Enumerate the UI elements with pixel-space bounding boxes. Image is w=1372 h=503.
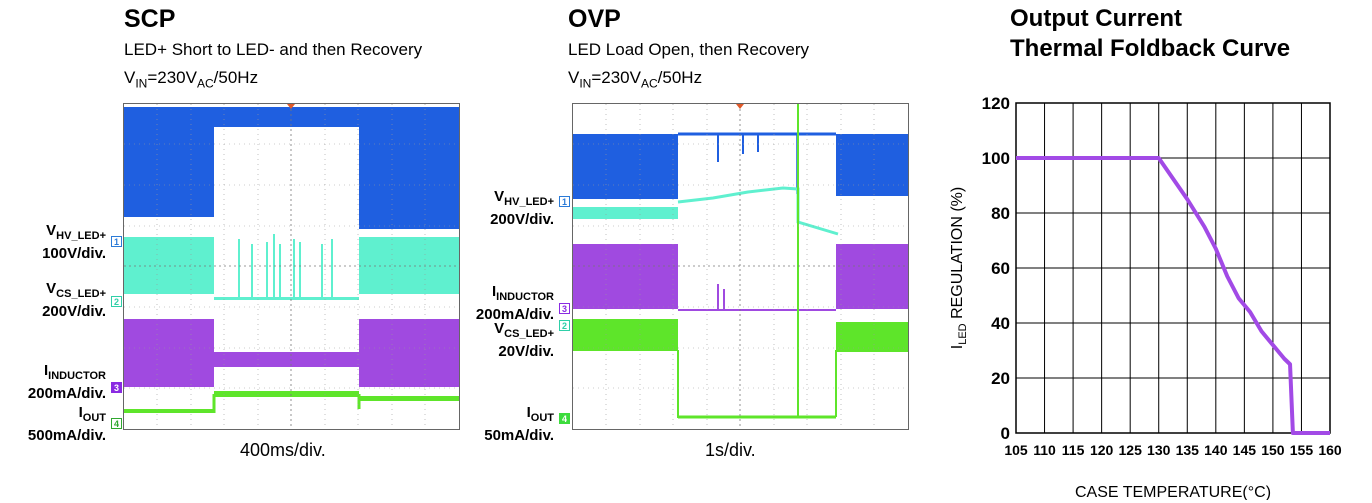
y-axis-label: ILED REGULATION (%) [949, 187, 969, 349]
scp-ch4-marker: 4 [111, 418, 122, 429]
scp-ch3-marker: 3 [111, 382, 122, 393]
x-tick-label: 135 [1176, 442, 1200, 458]
scp-subtitle: LED+ Short to LED- and then Recovery [124, 40, 423, 59]
scp-cs-line-mid [214, 297, 359, 300]
scp-ind-band-left [124, 319, 214, 387]
y-tick-label: 40 [991, 314, 1010, 333]
x-tick-label: 105 [1004, 442, 1028, 458]
scp-time-div: 400ms/div. [240, 440, 326, 460]
scp-out-right [359, 396, 459, 401]
y-tick-label: 120 [982, 95, 1010, 113]
foldback-curve [1016, 156, 1330, 435]
ovp-ch4-marker: 4 [559, 413, 570, 424]
ovp-ch1-marker: 1 [559, 196, 570, 207]
scp-ch4-label: IOUT 500mA/div. [27, 404, 106, 444]
ovp-ch2-marker: 2 [559, 320, 570, 331]
scp-ch2-marker: 2 [111, 296, 122, 307]
scp-ind-band-right [359, 319, 459, 387]
x-tick-label: 155 [1290, 442, 1314, 458]
ovp-ch3-label: IINDUCTOR 200mA/div. [475, 283, 554, 323]
thermal-title-line1: Output Current [1010, 5, 1182, 32]
x-axis-label: CASE TEMPERATURE(°C) [1075, 484, 1271, 500]
ovp-ch4-label: IOUT 50mA/div. [484, 404, 554, 444]
x-tick-label: 140 [1204, 442, 1228, 458]
scp-ch1-label: VHV_LED+ 100V/div. [42, 222, 106, 262]
scp-hv-band-right [359, 107, 459, 229]
scp-grid [124, 104, 459, 429]
scp-ch1-marker: 1 [111, 236, 122, 247]
ovp-subtitle: LED Load Open, then Recovery [568, 40, 809, 59]
scp-ch3-label: IINDUCTOR 200mA/div. [27, 362, 106, 402]
y-tick-label: 20 [991, 369, 1010, 388]
x-tick-label: 115 [1062, 442, 1085, 458]
scp-cs-band-right [359, 237, 459, 294]
x-tick-label: 145 [1233, 442, 1257, 458]
scp-out-mid [214, 391, 359, 397]
ovp-vin: VIN=230VAC/50Hz [568, 68, 703, 91]
scp-ind-band-mid [214, 352, 359, 367]
scp-waveforms [124, 104, 459, 429]
scp-title: SCP [124, 5, 176, 33]
thermal-title-line2: Thermal Foldback Curve [1010, 35, 1291, 62]
ovp-time-div: 1s/div. [705, 440, 756, 460]
scp-hv-band-top [214, 107, 359, 127]
scp-ch2-label: VCS_LED+ 200V/div. [42, 280, 106, 320]
scp-cs-band-left [124, 237, 214, 294]
y-tick-label: 0 [1001, 424, 1010, 443]
x-tick-label: 120 [1090, 442, 1114, 458]
ovp-waveforms [573, 104, 908, 429]
x-tick-label: 150 [1261, 442, 1285, 458]
thermal-foldback-chart: 105 110 115 120 125 130 135 140 145 150 155 1600204… [949, 95, 1342, 500]
ovp-ch2-label: VCS_LED+ 20V/div. [494, 320, 554, 360]
y-tick-label: 100 [982, 149, 1010, 168]
x-tick-label: 110 [1033, 442, 1056, 458]
scp-vin: VIN=230VAC/50Hz [124, 68, 259, 91]
scp-cs-spikes [238, 234, 333, 299]
y-tick-label: 60 [991, 259, 1010, 278]
ovp-scope-screen [572, 103, 909, 430]
x-tick-label: 160 [1318, 442, 1342, 458]
scp-hv-band-left [124, 107, 214, 217]
ovp-title: OVP [568, 5, 621, 33]
scp-out-left [124, 409, 214, 413]
ovp-ch1-label: VHV_LED+ 200V/div. [490, 188, 554, 228]
plot-frame [1015, 102, 1331, 434]
y-tick-label: 80 [991, 204, 1010, 223]
ovp-ch3-marker: 3 [559, 303, 570, 314]
scp-scope-screen [123, 103, 460, 430]
x-tick-label: 125 [1119, 442, 1143, 458]
x-tick-label: 130 [1147, 442, 1171, 458]
